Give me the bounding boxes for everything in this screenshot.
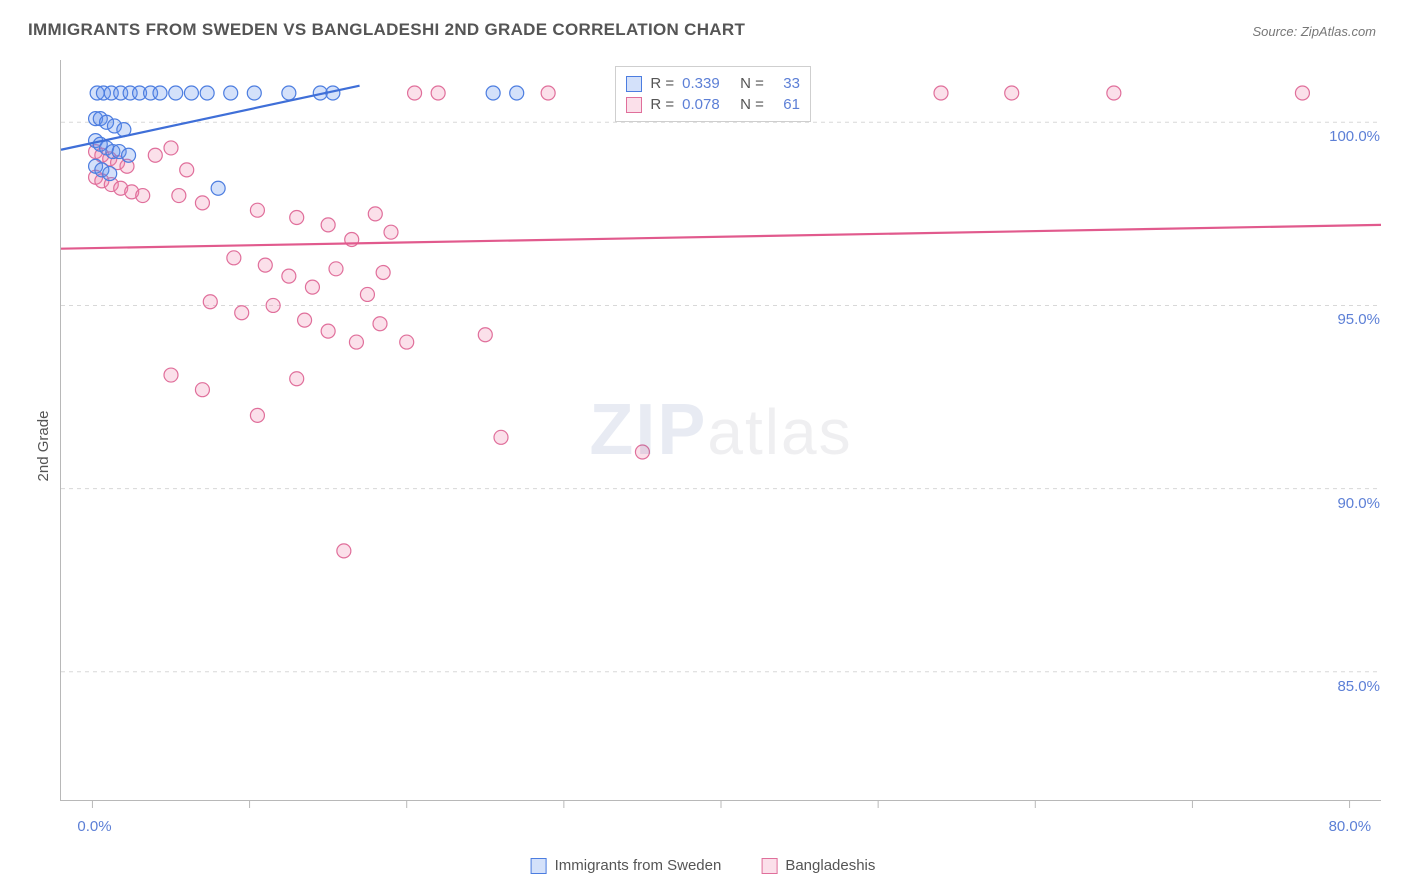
data-point (431, 86, 445, 100)
data-point (478, 328, 492, 342)
data-point (258, 258, 272, 272)
legend-label: Bangladeshis (785, 857, 875, 874)
data-point (103, 167, 117, 181)
data-point (290, 372, 304, 386)
legend-swatch (761, 858, 777, 874)
data-point (321, 218, 335, 232)
stats-N-value: 33 (772, 75, 800, 92)
data-point (1295, 86, 1309, 100)
data-point (494, 430, 508, 444)
trend-line (61, 225, 1381, 249)
data-point (148, 148, 162, 162)
stats-R-value: 0.078 (682, 96, 732, 113)
data-point (373, 317, 387, 331)
legend-swatch (531, 858, 547, 874)
data-point (184, 86, 198, 100)
data-point (224, 86, 238, 100)
data-point (298, 313, 312, 327)
data-point (227, 251, 241, 265)
data-point (541, 86, 555, 100)
data-point (510, 86, 524, 100)
data-point (290, 211, 304, 225)
data-point (180, 163, 194, 177)
data-point (1005, 86, 1019, 100)
data-point (250, 203, 264, 217)
data-point (247, 86, 261, 100)
data-point (486, 86, 500, 100)
y-tick-label: 90.0% (1320, 495, 1380, 512)
data-point (305, 280, 319, 294)
legend-swatch (626, 97, 642, 113)
stats-N-label: N = (740, 75, 764, 92)
data-point (329, 262, 343, 276)
data-point (934, 86, 948, 100)
data-point (408, 86, 422, 100)
x-tick-label-right: 80.0% (1329, 818, 1372, 835)
data-point (384, 225, 398, 239)
data-point (635, 445, 649, 459)
data-point (211, 181, 225, 195)
data-point (203, 295, 217, 309)
stats-R-label: R = (650, 75, 674, 92)
stats-row: R = 0.078 N = 61 (626, 94, 800, 115)
source-attribution: Source: ZipAtlas.com (1252, 24, 1376, 39)
data-point (122, 148, 136, 162)
data-point (266, 298, 280, 312)
stats-N-label: N = (740, 96, 764, 113)
data-point (282, 86, 296, 100)
data-point (400, 335, 414, 349)
stats-R-value: 0.339 (682, 75, 732, 92)
data-point (250, 408, 264, 422)
y-tick-label: 85.0% (1320, 678, 1380, 695)
y-tick-label: 100.0% (1320, 128, 1380, 145)
chart-title: IMMIGRANTS FROM SWEDEN VS BANGLADESHI 2N… (28, 20, 745, 40)
data-point (337, 544, 351, 558)
stats-legend: R = 0.339 N = 33 R = 0.078 N = 61 (615, 66, 811, 122)
y-axis-label: 2nd Grade (35, 411, 52, 482)
data-point (282, 269, 296, 283)
data-point (349, 335, 363, 349)
data-point (200, 86, 214, 100)
data-point (235, 306, 249, 320)
scatter-svg (61, 60, 1381, 800)
legend-entry: Bangladeshis (761, 857, 875, 874)
stats-R-label: R = (650, 96, 674, 113)
data-point (195, 196, 209, 210)
plot-area: R =0.339N =33R =0.078N =61 ZIPatlas (60, 60, 1381, 801)
data-point (195, 383, 209, 397)
data-point (172, 189, 186, 203)
y-tick-label: 95.0% (1320, 311, 1380, 328)
stats-N-value: 61 (772, 96, 800, 113)
data-point (321, 324, 335, 338)
data-point (368, 207, 382, 221)
data-point (164, 368, 178, 382)
data-point (360, 287, 374, 301)
legend-label: Immigrants from Sweden (555, 857, 722, 874)
stats-row: R = 0.339 N = 33 (626, 73, 800, 94)
data-point (153, 86, 167, 100)
data-point (169, 86, 183, 100)
chart-page: IMMIGRANTS FROM SWEDEN VS BANGLADESHI 2N… (0, 0, 1406, 892)
data-point (136, 189, 150, 203)
data-point (1107, 86, 1121, 100)
data-point (376, 265, 390, 279)
legend-swatch (626, 76, 642, 92)
data-point (164, 141, 178, 155)
x-tick-label-left: 0.0% (77, 818, 111, 835)
legend-entry: Immigrants from Sweden (531, 857, 722, 874)
bottom-legend: Immigrants from Sweden Bangladeshis (531, 857, 876, 874)
